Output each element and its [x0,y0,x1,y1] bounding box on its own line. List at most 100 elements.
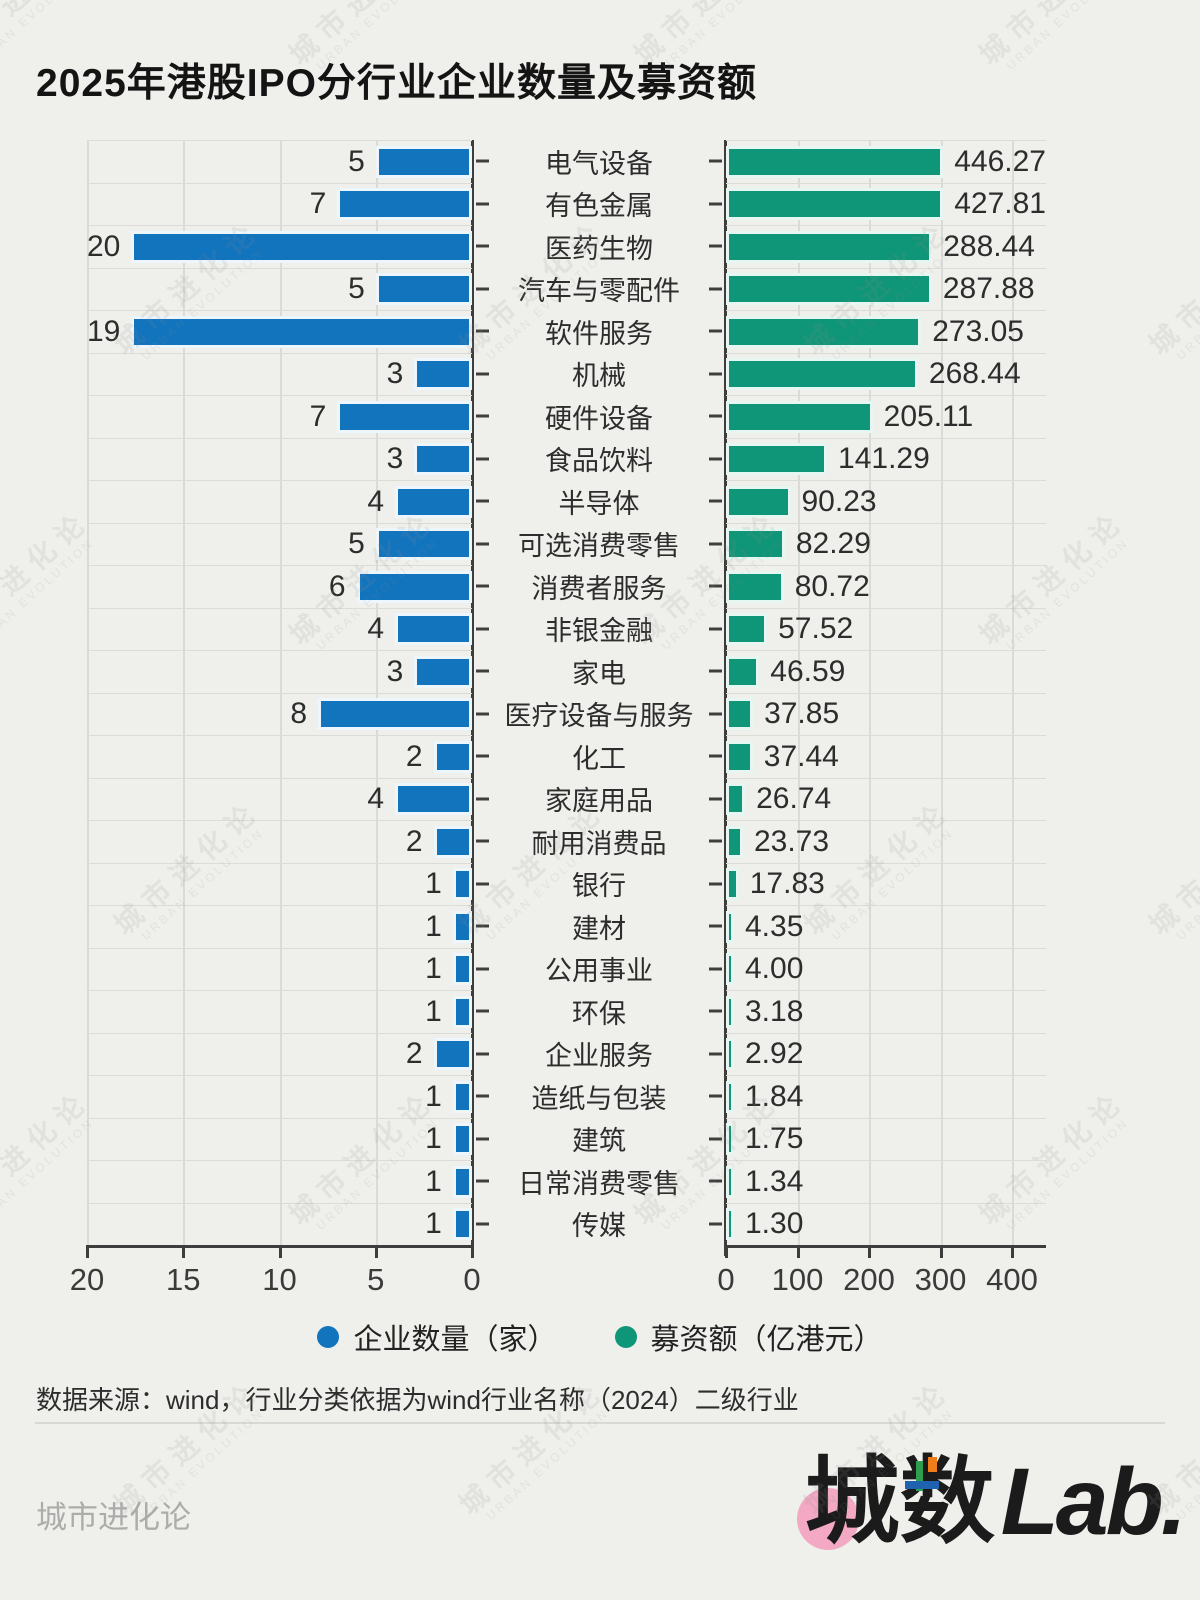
proceeds-bar [726,740,753,773]
proceeds-cell: 205.11 [726,395,1046,438]
right-axis-tick-label: 400 [986,1262,1038,1297]
table-row: 1 建筑 1.75 [0,1117,1200,1161]
proceeds-bar [726,400,873,433]
companies-cell: 1 [87,990,472,1033]
table-row: 4 非银金融 57.52 [0,607,1200,651]
source-note: 数据来源：wind，行业分类依据为wind行业名称（2024）二级行业 [36,1385,799,1415]
proceeds-bar [726,1038,734,1071]
proceeds-value-label: 287.88 [942,272,1035,306]
right-axis-tick-300 [939,1248,943,1258]
companies-cell: 1 [87,947,472,991]
proceeds-cell: 80.72 [726,565,1046,608]
companies-bar [433,740,472,773]
proceeds-value-label: 3.18 [745,994,804,1028]
right-axis-tick-label: 0 [717,1262,735,1297]
companies-bar [452,1123,472,1156]
companies-cell: 7 [87,395,472,438]
companies-value-label: 3 [386,357,404,391]
category-cell: 日常消费零售 [472,1160,726,1203]
proceeds-cell: 427.81 [726,182,1046,226]
proceeds-bar [726,655,760,688]
companies-value-label: 2 [405,1037,423,1071]
companies-value-label: 5 [348,144,365,178]
companies-bar [414,443,472,476]
proceeds-value-label: 446.27 [954,144,1046,178]
proceeds-value-label: 80.72 [794,569,870,603]
proceeds-cell: 141.29 [726,437,1046,481]
companies-value-label: 1 [425,1122,442,1156]
category-label: 电气设备 [545,148,653,179]
proceeds-value-label: 205.11 [883,399,974,433]
companies-cell: 1 [87,862,472,906]
table-row: 20 医药生物 288.44 [0,225,1200,268]
proceeds-cell: 37.44 [726,735,1046,778]
logo-char-shu-glyph: 数 [899,1449,995,1556]
category-label: 有色金属 [545,191,653,222]
companies-cell: 3 [87,352,472,396]
proceeds-bar [726,273,932,306]
companies-value-label: 5 [348,272,365,306]
table-row: 2 企业服务 2.92 [0,1032,1200,1076]
table-row: 6 消费者服务 80.72 [0,565,1200,608]
companies-value-label: 2 [405,824,423,858]
left-axis-tick-label: 20 [69,1262,105,1297]
category-label: 化工 [572,743,626,774]
table-row: 2 耐用消费品 23.73 [0,820,1200,863]
proceeds-cell: 1.84 [726,1075,1046,1118]
legend-dot-green-icon [614,1326,637,1348]
category-label: 传媒 [572,1211,626,1242]
companies-bar [375,528,472,561]
companies-bar [375,145,472,178]
right-axis-tick-200 [868,1248,871,1258]
right-axis-tick-label: 300 [914,1262,967,1297]
companies-cell: 4 [87,480,472,523]
proceeds-bar [726,485,791,518]
proceeds-bar [726,443,828,476]
proceeds-value-label: 288.44 [943,229,1035,263]
proceeds-value-label: 1.34 [745,1164,804,1198]
proceeds-value-label: 273.05 [932,314,1024,348]
table-row: 1 银行 17.83 [0,862,1200,906]
proceeds-value-label: 4.35 [745,909,804,943]
proceeds-value-label: 90.23 [801,484,877,518]
companies-bar [452,995,472,1028]
proceeds-bar [726,868,739,901]
proceeds-cell: 288.44 [726,225,1046,268]
category-cell: 机械 [472,353,726,396]
logo-pink-circle-icon [796,1488,859,1550]
category-label: 半导体 [558,488,640,519]
proceeds-bar [726,910,734,943]
mirrored-bar-chart: 5 电气设备 446.27 7 有色金属 427.81 20 医药生物 288.44 5 汽车与零配… [0,140,1200,1256]
table-row: 3 家电 46.59 [0,650,1200,693]
proceeds-cell: 37.85 [726,692,1046,736]
proceeds-bar [726,783,746,816]
left-x-axis-line [86,1245,474,1248]
companies-value-label: 5 [348,527,365,561]
category-cell: 家电 [472,650,726,693]
companies-bar [395,613,472,646]
companies-bar [414,358,472,391]
logo-char-cheng: 城 [804,1449,900,1556]
category-label: 医疗设备与服务 [504,701,694,732]
table-row: 2 化工 37.44 [0,735,1200,778]
proceeds-value-label: 17.83 [749,867,825,901]
logo-char-shu: 数 [900,1452,995,1553]
category-cell: 企业服务 [472,1033,726,1076]
companies-value-label: 4 [367,612,384,646]
proceeds-value-label: 1.75 [745,1122,804,1156]
companies-bar [452,953,472,986]
companies-bar [131,315,472,348]
companies-cell: 2 [87,1032,472,1076]
category-label: 非银金融 [545,616,653,647]
category-cell: 传媒 [472,1203,726,1246]
category-cell: 公用事业 [472,948,726,991]
left-axis-tick-0 [471,1248,474,1258]
category-cell: 建筑 [472,1118,726,1161]
footer-site-name: 城市进化论 [36,1500,191,1535]
proceeds-value-label: 37.44 [763,739,839,773]
companies-value-label: 3 [386,654,404,688]
companies-bar [337,400,472,433]
companies-value-label: 4 [367,782,384,816]
proceeds-cell: 23.73 [726,820,1046,863]
table-row: 4 家庭用品 26.74 [0,777,1200,821]
